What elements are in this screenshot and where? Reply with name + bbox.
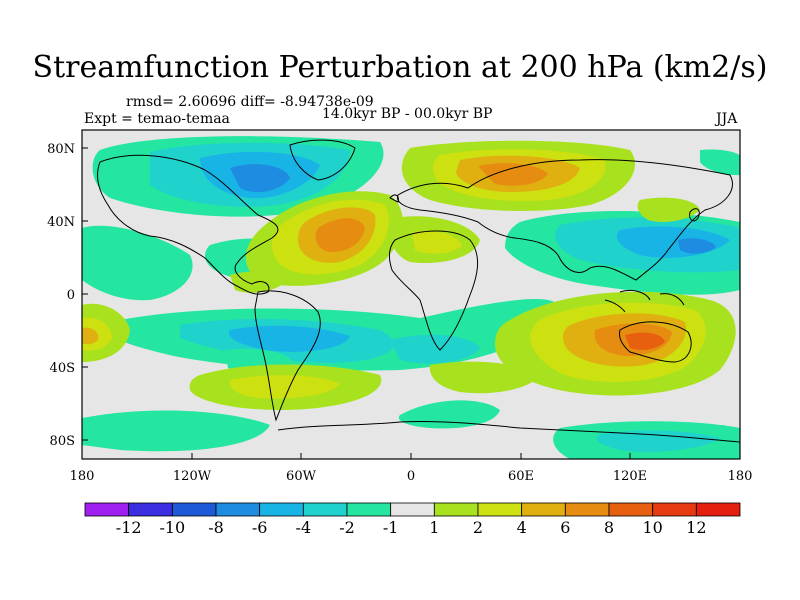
colorbar-swatch [215, 502, 261, 517]
colorbar-label: 4 [517, 518, 527, 537]
colorbar-label: -12 [116, 518, 142, 537]
positive-contour-region [429, 361, 540, 394]
colorbar-swatch [608, 502, 654, 517]
lon-label-180w: 180 [70, 469, 95, 484]
positive-contour-region [478, 163, 548, 186]
colorbar-label: -6 [252, 518, 268, 537]
positive-contour-region [625, 332, 665, 350]
colorbar-swatch [84, 502, 130, 517]
colorbar-label: 1 [429, 518, 439, 537]
colorbar-swatch [521, 502, 566, 517]
negative-contour-region [82, 225, 193, 301]
negative-contour-region [82, 410, 270, 452]
lon-label-120w: 120W [173, 469, 212, 484]
plot-title: Streamfunction Perturbation at 200 hPa (… [32, 50, 768, 85]
lon-label-60e: 60E [508, 469, 534, 484]
positive-contour-region [229, 375, 340, 399]
eurasia-coast [396, 159, 733, 281]
colorbar-swatch [302, 502, 348, 517]
experiment-label: Expt = temao-temaa [84, 111, 230, 127]
stats-text: rmsd= 2.60696 diff= -8.94738e-09 [126, 94, 374, 110]
colorbar-label: -2 [339, 518, 355, 537]
lon-label-60w: 60W [286, 469, 317, 484]
colorbar-swatch [477, 502, 523, 517]
colorbar-swatch [652, 502, 697, 517]
negative-contour-region [700, 149, 740, 176]
colorbar-label: 10 [642, 518, 662, 537]
africa-coast [388, 230, 478, 351]
colorbar-swatch [390, 502, 435, 517]
lon-label-120e: 120E [613, 469, 647, 484]
maritime-continent-coast [604, 289, 685, 313]
colorbar-labels: -12 -10 -8 -6 -4 -2 -1 1 2 4 6 8 10 12 [116, 518, 707, 537]
colorbar-swatch [695, 502, 741, 517]
period-label: 14.0kyr BP - 00.0kyr BP [322, 106, 493, 122]
lat-label-40s: 40S [50, 361, 75, 376]
colorbar-label: -4 [296, 518, 312, 537]
greenland-coast [289, 139, 356, 181]
colorbar-label: -1 [383, 518, 399, 537]
colorbar-swatch [564, 502, 610, 517]
negative-contour-region [678, 238, 716, 254]
colorbar-label: 6 [560, 518, 570, 537]
lon-label-180e: 180 [728, 469, 753, 484]
british-isles-coast [389, 194, 399, 203]
lat-label-80n: 80N [47, 142, 75, 157]
contour-field [82, 130, 740, 459]
positive-contour-region [412, 230, 462, 254]
lat-label-40n: 40N [47, 215, 75, 230]
australia-coast [619, 321, 692, 363]
coastlines [97, 139, 740, 443]
negative-contour-region [230, 164, 290, 193]
axis-ticks [81, 147, 741, 459]
colorbar-swatch [259, 502, 304, 517]
japan-coast [689, 208, 700, 222]
colorbar-label: -10 [159, 518, 185, 537]
positive-contour-region [82, 327, 99, 345]
lat-label-80s: 80S [50, 434, 75, 449]
negative-contour-region [229, 325, 350, 352]
colorbar-swatch [346, 502, 392, 517]
colorbar-swatch [128, 502, 173, 517]
lon-label-0: 0 [407, 469, 415, 484]
positive-contour-region [637, 197, 700, 222]
negative-contour-region [596, 430, 720, 452]
colorbar-label: -8 [208, 518, 224, 537]
north-america-coast [97, 154, 279, 295]
colorbar [84, 502, 741, 517]
positive-anomalies [82, 140, 736, 410]
colorbar-label: 12 [686, 518, 706, 537]
negative-anomalies [82, 136, 740, 459]
colorbar-label: 8 [604, 518, 614, 537]
lat-label-0: 0 [67, 288, 75, 303]
south-america-coast [254, 290, 321, 422]
colorbar-label: 2 [473, 518, 483, 537]
positive-contour-region [315, 218, 365, 253]
antarctica-coast [277, 420, 740, 443]
colorbar-swatch [433, 502, 479, 517]
colorbar-swatch [171, 502, 217, 517]
season-label: JJA [716, 111, 738, 127]
negative-contour-region [390, 334, 480, 364]
